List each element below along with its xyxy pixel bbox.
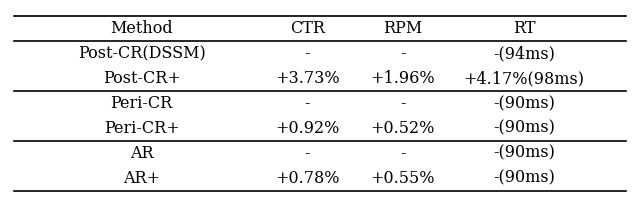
Text: Peri-CR+: Peri-CR+ <box>104 120 179 137</box>
Text: Post-CR+: Post-CR+ <box>102 70 180 87</box>
Text: Method: Method <box>110 20 173 37</box>
Text: -(90ms): -(90ms) <box>493 170 555 187</box>
Text: -(90ms): -(90ms) <box>493 145 555 162</box>
Text: AR: AR <box>130 145 154 162</box>
Text: +3.73%: +3.73% <box>275 70 340 87</box>
Text: -: - <box>400 95 406 112</box>
Text: Post-CR(DSSM): Post-CR(DSSM) <box>77 45 205 62</box>
Text: +0.92%: +0.92% <box>275 120 339 137</box>
Text: +4.17%(98ms): +4.17%(98ms) <box>463 70 584 87</box>
Text: -(90ms): -(90ms) <box>493 120 555 137</box>
Text: AR+: AR+ <box>123 170 160 187</box>
Text: +1.96%: +1.96% <box>371 70 435 87</box>
Text: +0.52%: +0.52% <box>371 120 435 137</box>
Text: +0.78%: +0.78% <box>275 170 339 187</box>
Text: CTR: CTR <box>290 20 324 37</box>
Text: -: - <box>305 95 310 112</box>
Text: -: - <box>400 45 406 62</box>
Text: -: - <box>305 45 310 62</box>
Text: +0.55%: +0.55% <box>371 170 435 187</box>
Text: -: - <box>400 145 406 162</box>
Text: RT: RT <box>513 20 535 37</box>
Text: -(90ms): -(90ms) <box>493 95 555 112</box>
Text: RPM: RPM <box>383 20 422 37</box>
Text: Peri-CR: Peri-CR <box>111 95 173 112</box>
Text: -(94ms): -(94ms) <box>493 45 555 62</box>
Text: -: - <box>305 145 310 162</box>
